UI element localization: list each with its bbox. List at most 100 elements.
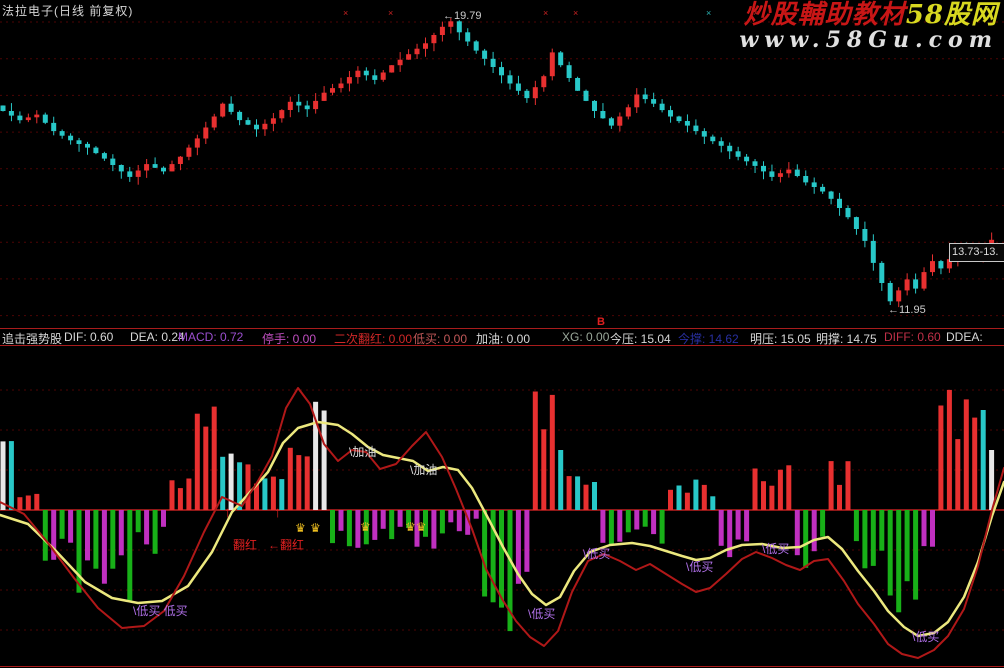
candle-body: [161, 167, 166, 172]
indicator-bar: [34, 493, 40, 510]
indicator-bar: [651, 510, 657, 535]
stat-item: DIF: 0.60: [64, 330, 114, 344]
high-price-label: ←19.79: [443, 10, 482, 22]
candle-body: [887, 283, 893, 302]
chart-annotation: \低买: [583, 547, 611, 561]
stat-item: 明撑: 14.75: [816, 332, 877, 346]
indicator-bar: [465, 510, 471, 535]
indicator-bar: [820, 510, 826, 537]
candle-body: [592, 100, 597, 111]
low-price-label: ←11.95: [888, 304, 926, 316]
candle-body: [659, 103, 665, 111]
candle-body: [127, 171, 133, 177]
candle-body: [380, 72, 386, 80]
indicator-bar: [42, 510, 48, 561]
indicator-bar: [862, 510, 868, 569]
indicator-bar: [659, 510, 665, 544]
indicator-bar: [473, 510, 479, 519]
candle-body: [431, 35, 437, 44]
candle-body: [363, 70, 369, 76]
candle-body: [330, 88, 335, 93]
candle-body: [642, 94, 648, 100]
candle-body: [870, 240, 876, 263]
chart-annotation: \低买: [762, 542, 790, 556]
indicator-bar: [380, 510, 386, 529]
candle-body: [338, 83, 344, 89]
candle-body: [651, 99, 657, 104]
candle-body: [473, 41, 479, 51]
indicator-bar: [879, 510, 885, 551]
indicator-bar: [8, 441, 14, 510]
candle-body: [913, 279, 919, 289]
candle-body: [921, 272, 927, 289]
indicator-bar: [68, 510, 74, 543]
chart-annotation: ♛: [360, 520, 371, 534]
candle-body: [186, 147, 192, 157]
slow-yellow-line: [0, 420, 1004, 638]
indicator-chart[interactable]: [0, 346, 1004, 665]
indicator-bar: [118, 510, 124, 556]
candle-body: [203, 127, 209, 139]
candle-body: [794, 169, 800, 176]
candle-body: [625, 107, 631, 117]
indicator-bar: [989, 450, 995, 510]
indicator-bar: [262, 478, 268, 510]
candle-body: [254, 124, 259, 130]
indicator-bar: [127, 510, 133, 601]
candle-body: [744, 156, 750, 162]
indicator-bar: [448, 510, 454, 523]
indicator-bar: [921, 510, 927, 547]
candle-body: [803, 176, 809, 183]
indicator-bar: [296, 455, 302, 510]
stat-item: 加油: 0.00: [476, 332, 531, 346]
indicator-bar: [727, 510, 733, 558]
candle-body: [676, 116, 682, 122]
indicator-bar: [321, 410, 327, 510]
candle-body: [515, 83, 521, 91]
indicator-bar: [710, 496, 716, 510]
candle-body: [820, 186, 826, 192]
stat-item: 今撑: 14.62: [678, 332, 739, 346]
candle-body: [270, 118, 276, 124]
indicator-bar: [456, 510, 462, 532]
indicator-bar: [549, 394, 555, 510]
chart-annotation: \低买: [912, 630, 940, 644]
indicator-bar: [583, 484, 589, 510]
indicator-bar: [870, 510, 876, 566]
candle-body: [8, 111, 14, 116]
candle-body: [710, 136, 716, 142]
top-signal-marker: ×: [343, 8, 349, 18]
indicator-bar: [980, 410, 986, 510]
candle-body: [558, 52, 564, 66]
indicator-bar: [355, 510, 361, 548]
indicator-bar: [439, 510, 445, 534]
candle-body: [152, 164, 158, 168]
screen-bottom-border: [0, 666, 1004, 667]
candle-body: [684, 121, 690, 126]
panel-separator-top: [0, 328, 1004, 329]
indicator-bar: [287, 447, 293, 510]
panel-separator-bottom: [0, 345, 1004, 346]
stat-item: XG: 0.00: [562, 330, 610, 344]
indicator-bar: [346, 510, 352, 547]
candle-body: [575, 78, 581, 91]
indicator-bar: [845, 461, 851, 510]
candle-body: [617, 116, 623, 126]
indicator-bar: [955, 439, 961, 510]
watermark-brand: 炒股輔助教材58股网: [743, 0, 998, 30]
indicator-bar: [524, 510, 530, 572]
indicator-bar: [532, 391, 538, 510]
chart-annotation: \低买 低买: [133, 604, 188, 618]
price-chart[interactable]: [0, 0, 1004, 328]
indicator-name[interactable]: 追击强势股: [2, 332, 63, 346]
indicator-bar: [279, 479, 285, 510]
indicator-bar: [828, 461, 834, 510]
candle-body: [304, 105, 310, 110]
candle-body: [946, 259, 952, 269]
candle-body: [389, 65, 395, 73]
candle-body: [786, 169, 792, 174]
indicator-bar: [397, 510, 403, 527]
candle-body: [296, 101, 302, 106]
candle-body: [482, 50, 488, 59]
candle-body: [769, 171, 775, 177]
